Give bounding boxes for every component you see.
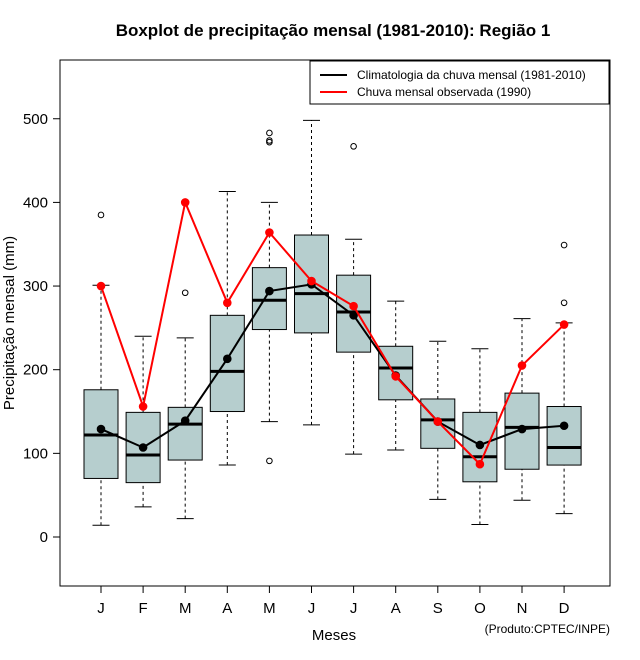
climatology-point-12 — [559, 421, 569, 431]
plot-frame — [59, 59, 611, 587]
box-iqr — [251, 267, 287, 331]
observed-point-10 — [475, 459, 485, 469]
x-axis-label: Meses — [312, 627, 356, 644]
legend: Climatologia da chuva mensal (1981-2010)… — [309, 60, 610, 105]
x-tick-label-2: F — [139, 600, 148, 617]
legend-frame — [309, 60, 610, 105]
box-a-4 — [209, 191, 245, 466]
y-tick-label-100: 100 — [23, 445, 48, 462]
box-n-11 — [504, 318, 540, 501]
y-tick-label-200: 200 — [23, 362, 48, 379]
observed-point-7 — [349, 301, 358, 311]
x-tick-label-11: N — [517, 600, 528, 617]
climatology-point-3 — [180, 416, 190, 426]
observed-point-1 — [96, 281, 106, 291]
legend-label-observed: Chuva mensal observada (1990) — [357, 85, 531, 99]
observed-point-4 — [223, 298, 232, 308]
x-tick-label-9: S — [433, 600, 443, 617]
x-tick-label-3: M — [179, 600, 192, 617]
y-tick-label-500: 500 — [23, 111, 48, 128]
x-tick-label-1: J — [97, 600, 105, 617]
climatology-point-2 — [138, 443, 148, 452]
observed-point-9 — [433, 417, 443, 426]
chart-title: Boxplot de precipitação mensal (1981-201… — [116, 21, 551, 40]
observed-point-8 — [391, 372, 401, 381]
axes-layer: 0 100 200 300 400 500 J F M A M J J A S O N D — [23, 111, 570, 617]
x-tick-label-7: J — [350, 600, 358, 617]
climatology-line — [100, 283, 565, 449]
x-tick-label-5: M — [263, 600, 276, 617]
box-d-12 — [546, 241, 582, 515]
outlier-point — [266, 137, 273, 144]
outlier-point — [350, 143, 357, 150]
observed-point-6 — [307, 276, 316, 286]
box-iqr — [546, 406, 582, 466]
outlier-point — [266, 457, 273, 465]
climatology-point-11 — [517, 424, 527, 434]
box-iqr — [167, 406, 203, 461]
box-iqr — [209, 314, 245, 413]
y-axis-label: Precipitação mensal (mm) — [1, 236, 18, 410]
credit-text: (Produto:CPTEC/INPE) — [485, 622, 610, 636]
outlier-point — [181, 289, 189, 297]
climatology-point-4 — [223, 354, 232, 364]
observed-point-11 — [517, 361, 527, 370]
box-o-10 — [462, 348, 498, 525]
y-tick-label-0: 0 — [40, 529, 48, 546]
climatology-point-10 — [475, 440, 485, 450]
climatology-point-7 — [349, 311, 358, 320]
x-tick-label-4: A — [222, 600, 232, 617]
legend-label-climatology: Climatologia da chuva mensal (1981-2010) — [357, 68, 586, 82]
observed-line — [100, 199, 565, 466]
climatology-point-5 — [265, 286, 274, 296]
observed-point-2 — [138, 402, 148, 411]
box-j-1 — [83, 211, 119, 526]
outlier-point — [97, 211, 105, 219]
x-tick-label-6: J — [308, 600, 316, 617]
series-layer — [96, 198, 569, 469]
observed-point-3 — [180, 198, 190, 207]
outlier-point — [560, 241, 568, 249]
outlier-point — [560, 299, 568, 307]
y-tick-label-300: 300 — [23, 278, 48, 295]
observed-point-5 — [265, 228, 274, 237]
boxes-layer — [83, 119, 582, 526]
observed-point-12 — [559, 320, 569, 329]
x-tick-label-8: A — [391, 600, 401, 617]
climatology-point-1 — [96, 424, 106, 434]
box-m-5 — [251, 129, 287, 465]
x-tick-label-10: O — [474, 600, 486, 617]
box-f-2 — [125, 335, 161, 508]
box-j-6 — [294, 119, 329, 426]
outlier-point — [266, 129, 273, 137]
y-tick-label-400: 400 — [23, 194, 48, 211]
x-tick-label-12: D — [559, 600, 570, 617]
